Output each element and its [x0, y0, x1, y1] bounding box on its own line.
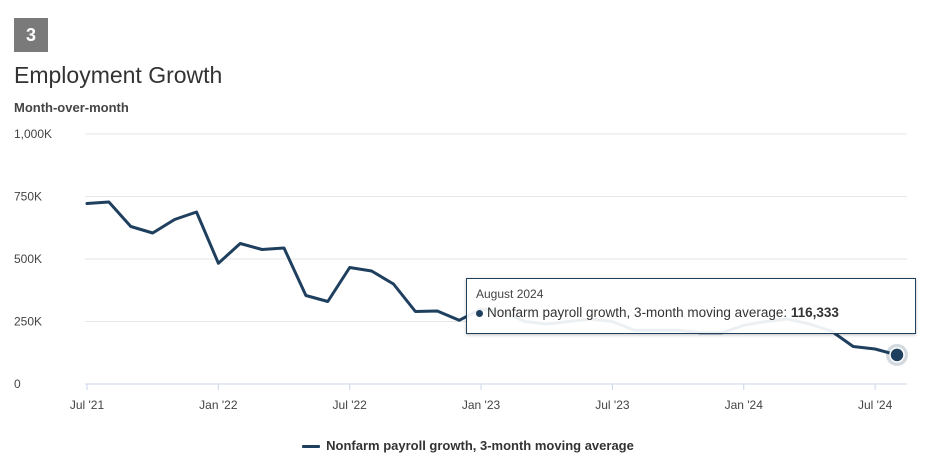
x-tick-label: Jan '24 [725, 398, 764, 412]
chart-legend[interactable]: Nonfarm payroll growth, 3-month moving a… [0, 438, 936, 453]
highlighted-data-point[interactable] [889, 347, 905, 363]
legend-line-swatch [302, 445, 321, 449]
tooltip-row: Nonfarm payroll growth, 3-month moving a… [476, 305, 906, 320]
chart-number-badge: 3 [14, 18, 48, 52]
tooltip-date: August 2024 [476, 287, 544, 301]
tooltip-series-dot [476, 309, 483, 317]
legend-item-label[interactable]: Nonfarm payroll growth, 3-month moving a… [326, 438, 634, 453]
y-tick-label: 1,000K [14, 127, 52, 141]
y-axis-ticks: 0 250K 500K 750K 1,000K [14, 127, 52, 391]
chart-title: Employment Growth [14, 62, 223, 88]
y-tick-label: 250K [14, 315, 42, 329]
x-tick-label: Jan '22 [199, 398, 238, 412]
x-tick-label: Jul '23 [595, 398, 630, 412]
tooltip-series-label: Nonfarm payroll growth, 3-month moving a… [487, 305, 791, 320]
chart-subtitle: Month-over-month [14, 100, 129, 115]
data-tooltip: August 2024 Nonfarm payroll growth, 3-mo… [466, 278, 916, 334]
tooltip-value: 116,333 [790, 305, 839, 320]
y-tick-label: 0 [14, 377, 21, 391]
y-tick-label: 500K [14, 252, 42, 266]
x-tick-label: Jul '22 [333, 398, 368, 412]
x-axis-ticks: Jul '21 Jan '22 Jul '22 Jan '23 Jul '23 Jan '… [70, 384, 893, 412]
x-tick-label: Jul '21 [70, 398, 105, 412]
grid-lines [85, 133, 907, 385]
x-tick-label: Jul '24 [858, 398, 893, 412]
x-tick-label: Jan '23 [462, 398, 501, 412]
y-tick-label: 750K [14, 190, 42, 204]
